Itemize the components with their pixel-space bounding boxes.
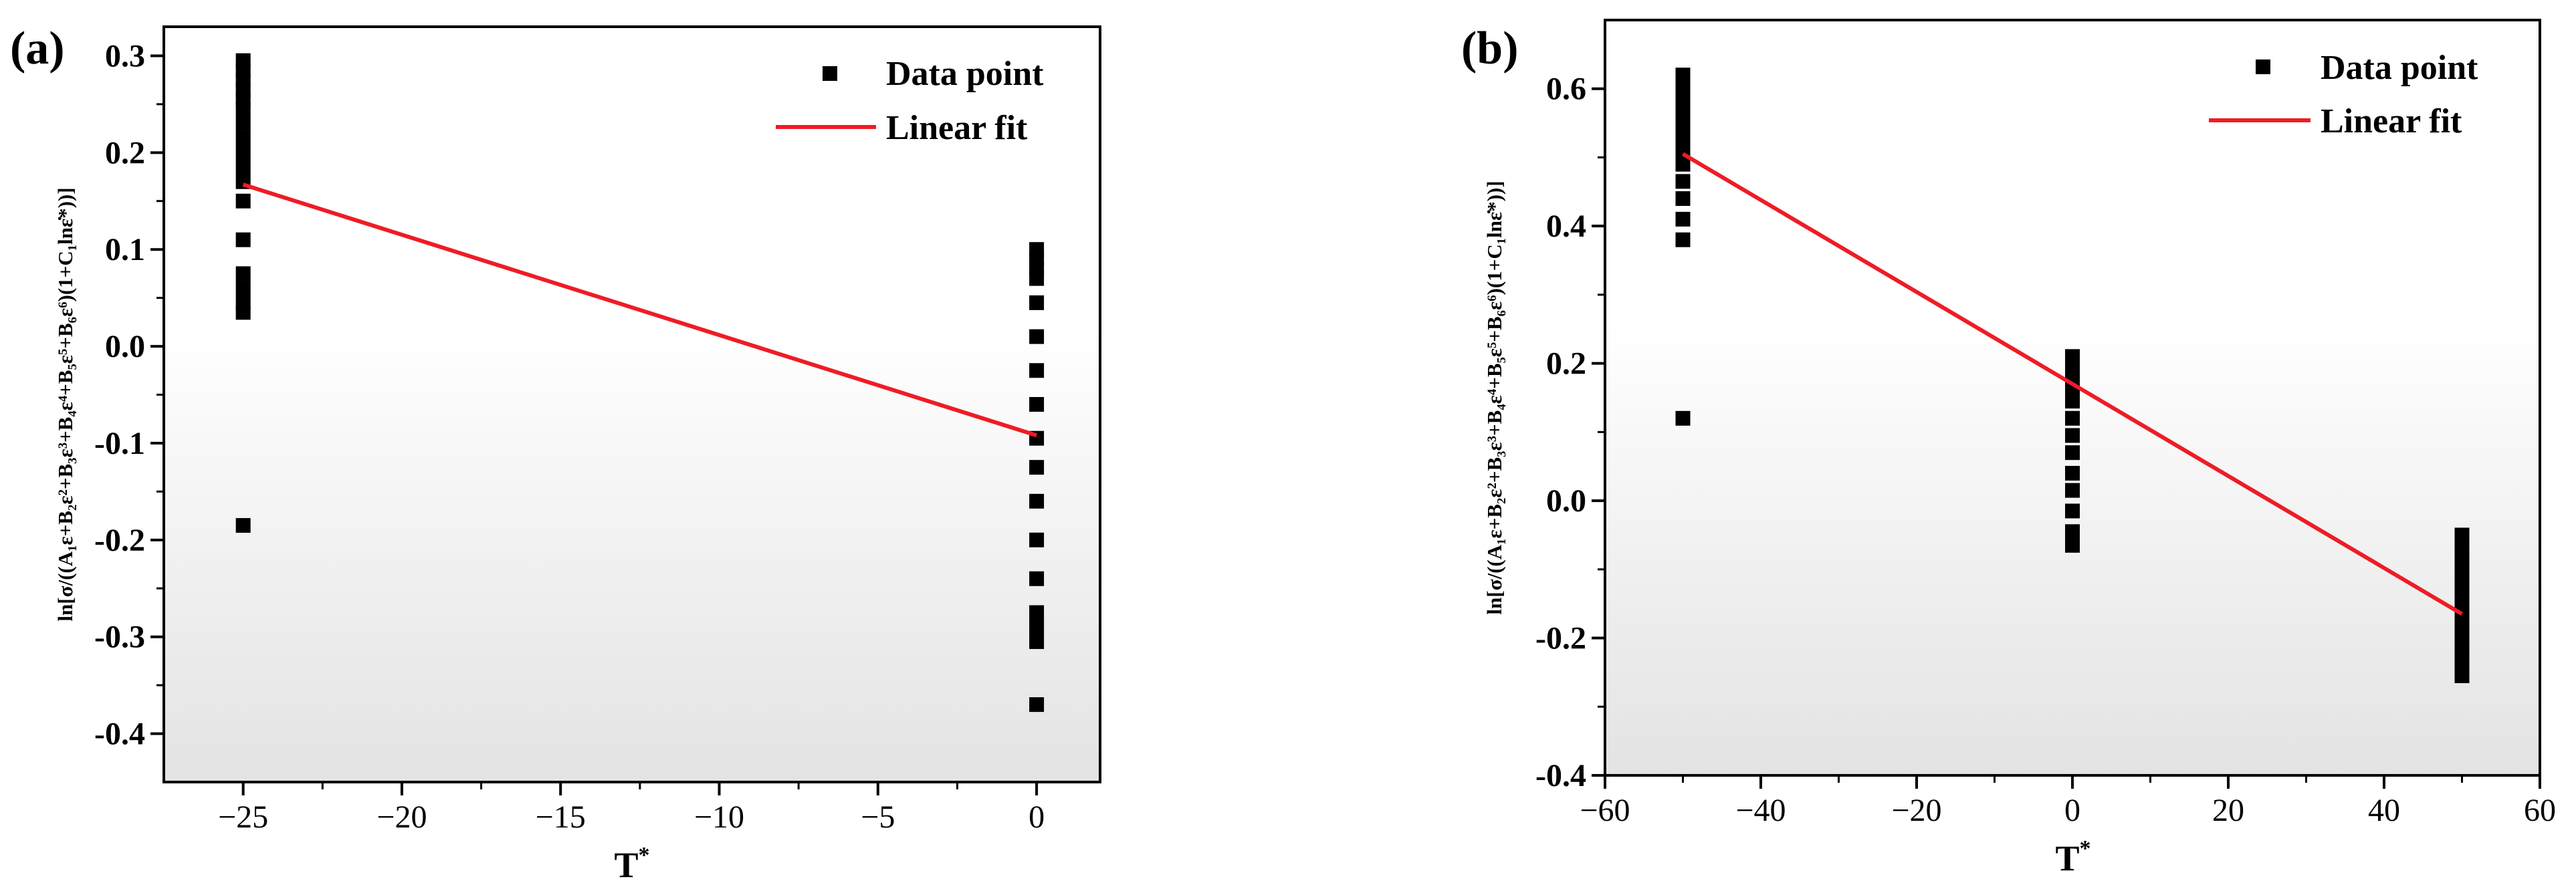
y-tick-label-a: -0.4 (94, 717, 145, 752)
data-point-a (235, 145, 251, 160)
data-point-b (2065, 483, 2080, 498)
x-tick-label-a: −15 (536, 799, 586, 835)
axis-ticks-a: −25 −20 −15 −10 −5 0 -0.4 -0.3 -0.2 -0.1 0.0 0.1 0.2… (94, 38, 1045, 835)
y-tick-label-a: 0.2 (105, 135, 145, 170)
data-point-a (1029, 571, 1045, 586)
data-point-a (1029, 493, 1045, 509)
data-point-a (235, 281, 251, 296)
data-point-b (1675, 129, 1691, 144)
panel-label-a: (a) (10, 23, 65, 74)
legend-label-data-point-b: Data point (2321, 49, 2478, 87)
linear-fit-line-a (242, 182, 1037, 438)
data-point-b (1675, 116, 1691, 131)
data-point-a (1029, 634, 1045, 649)
x-tick-label-a: −25 (218, 799, 268, 835)
y-tick-label-b: 0.2 (1546, 346, 1586, 382)
data-point-b (2065, 537, 2080, 553)
y-tick-label-b: 0.0 (1546, 483, 1586, 519)
legend-marker-data-point-b (2256, 59, 2270, 74)
y-tick-label-a: -0.2 (94, 523, 145, 558)
data-point-b (2454, 668, 2470, 684)
data-point-b (2065, 410, 2080, 426)
legend-a: Data point Linear fit (776, 55, 1044, 147)
y-tick-label-a: 0.3 (105, 38, 145, 74)
data-point-b (2065, 524, 2080, 539)
legend-b: Data point Linear fit (2209, 49, 2478, 140)
data-point-a (1029, 397, 1045, 412)
y-tick-label-a: 0.1 (105, 232, 145, 267)
x-tick-label-b: −40 (1735, 793, 1786, 828)
data-point-a (1029, 460, 1045, 475)
x-tick-label-b: −60 (1580, 793, 1630, 828)
data-point-b (1675, 156, 1691, 172)
data-point-b (2065, 466, 2080, 481)
data-point-b (1675, 81, 1691, 96)
data-point-a (1029, 620, 1045, 635)
data-point-a (235, 232, 251, 247)
data-point-b (1675, 410, 1691, 426)
data-point-b (1675, 211, 1691, 227)
data-point-b (2065, 503, 2080, 519)
x-tick-label-a: 0 (1029, 799, 1045, 835)
x-axis-label-b: T* (2055, 836, 2090, 878)
x-tick-label-a: −20 (377, 799, 427, 835)
data-point-a (1029, 605, 1045, 620)
data-point-a (1029, 329, 1045, 344)
chart-panel-a: (a) −25 −20 −15 −10 −5 0 -0.4 -0.3 -0.2 -0.1 0.0 0.… (10, 23, 1101, 885)
linear-fit-line-b (1681, 152, 2464, 616)
chart-panel-b: (b) −60 −40 −20 0 20 40 60 -0.4 -0.2 0.0 0.2 0.4 0.6… (1461, 19, 2556, 878)
data-point-b (2065, 394, 2080, 409)
data-point-b (1675, 174, 1691, 189)
legend-marker-data-point-a (823, 66, 837, 81)
x-axis-label-a: T* (614, 843, 649, 885)
y-tick-label-a: -0.3 (94, 620, 145, 655)
x-tick-label-b: 20 (2212, 793, 2244, 828)
y-tick-label-a: -0.1 (94, 426, 145, 461)
y-tick-label-b: -0.2 (1535, 621, 1586, 656)
data-point-a (235, 160, 251, 175)
data-point-a (235, 102, 251, 117)
y-axis-label-b: ln[σ/((A₁ε+B₂ε²+B₃ε³+B₄ε⁴+B₅ε⁵+B₆ε⁶)(1+C… (1483, 180, 1506, 614)
axis-ticks-b: −60 −40 −20 0 20 40 60 -0.4 -0.2 0.0 0.2 0.4 0.6 (1535, 72, 2556, 828)
x-tick-label-b: −20 (1891, 793, 1941, 828)
data-point-a (235, 130, 251, 146)
data-point-a (1029, 532, 1045, 547)
legend-label-data-point-a: Data point (886, 55, 1044, 93)
data-point-a (235, 266, 251, 281)
data-point-a (1029, 295, 1045, 310)
data-point-b (1675, 191, 1691, 207)
data-point-a (235, 116, 251, 131)
x-tick-label-b: 40 (2368, 793, 2400, 828)
data-point-b (2065, 445, 2080, 461)
panel-label-b: (b) (1461, 23, 1519, 74)
y-tick-label-b: -0.4 (1535, 758, 1586, 793)
legend-label-linear-fit-a: Linear fit (886, 109, 1028, 147)
x-tick-label-a: −5 (861, 799, 895, 835)
x-tick-label-b: 60 (2524, 793, 2556, 828)
y-tick-label-a: 0.0 (105, 329, 145, 364)
data-point-a (1029, 697, 1045, 713)
data-point-a (235, 193, 251, 209)
data-marks-b (1675, 68, 2470, 684)
legend-label-linear-fit-b: Linear fit (2321, 102, 2462, 140)
data-point-b (1675, 232, 1691, 247)
x-tick-label-a: −10 (694, 799, 744, 835)
y-tick-label-b: 0.6 (1546, 72, 1586, 107)
x-tick-label-b: 0 (2064, 793, 2080, 828)
data-point-b (1675, 68, 1691, 83)
data-point-a (1029, 363, 1045, 378)
y-axis-label-a: ln[σ/((A₁ε+B₂ε²+B₃ε³+B₄ε⁴+B₅ε⁵+B₆ε⁶)(1+C… (53, 187, 77, 621)
y-tick-label-b: 0.4 (1546, 209, 1586, 244)
data-point-a (1029, 271, 1045, 286)
data-point-a (235, 518, 251, 533)
data-point-b (2065, 428, 2080, 443)
data-marks-a (235, 53, 1045, 713)
data-point-a (235, 305, 251, 320)
